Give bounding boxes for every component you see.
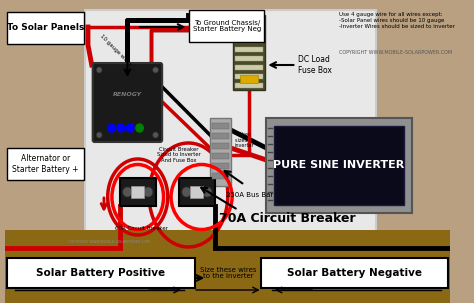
Text: PURE SINE INVERTER: PURE SINE INVERTER xyxy=(273,161,405,171)
Text: RENOGY: RENOGY xyxy=(113,92,142,98)
Bar xyxy=(190,186,203,198)
Bar xyxy=(212,143,229,149)
Circle shape xyxy=(182,187,191,197)
Bar xyxy=(212,123,229,129)
Circle shape xyxy=(153,132,158,138)
Text: 10 gauge wires: 10 gauge wires xyxy=(100,33,133,67)
Bar xyxy=(236,56,263,61)
Bar xyxy=(240,75,258,83)
Text: Size these wires
to the inverter: Size these wires to the inverter xyxy=(200,267,256,279)
Bar xyxy=(131,186,144,198)
Bar xyxy=(212,133,229,139)
FancyBboxPatch shape xyxy=(93,63,162,142)
Circle shape xyxy=(136,124,143,132)
Bar xyxy=(190,10,264,42)
Bar xyxy=(212,173,229,179)
Bar xyxy=(7,148,84,180)
Circle shape xyxy=(123,187,132,197)
Circle shape xyxy=(108,124,115,132)
Text: To Ground Chassis/
Starter Battery Neg: To Ground Chassis/ Starter Battery Neg xyxy=(193,19,261,32)
Bar xyxy=(266,118,412,213)
Bar xyxy=(120,178,155,206)
Text: COPYRIGHT WWW.MOBILE-SOLARPOWER.COM: COPYRIGHT WWW.MOBILE-SOLARPOWER.COM xyxy=(68,240,149,244)
Bar xyxy=(236,47,263,52)
Bar xyxy=(212,163,229,169)
Circle shape xyxy=(96,132,102,138)
Circle shape xyxy=(153,67,158,73)
Bar xyxy=(236,29,263,34)
Text: Use 4 gauge wire for all wires except:
-Solar Panel wires should be 10 gauge
-In: Use 4 gauge wire for all wires except: -… xyxy=(338,12,455,28)
Bar xyxy=(210,118,231,186)
Circle shape xyxy=(96,67,102,73)
Bar xyxy=(212,153,229,159)
Bar xyxy=(5,230,450,303)
Bar xyxy=(236,65,263,70)
Bar xyxy=(85,10,376,240)
Text: 60A Circuit Breaker: 60A Circuit Breaker xyxy=(115,225,168,231)
Bar xyxy=(179,178,215,206)
Bar xyxy=(7,258,195,288)
Text: Solar Battery Negative: Solar Battery Negative xyxy=(287,268,422,278)
Text: Alternator or
Starter Battery +: Alternator or Starter Battery + xyxy=(12,154,79,174)
Bar xyxy=(233,15,265,90)
Bar xyxy=(236,38,263,43)
Text: Wires
sized to
inverter: Wires sized to inverter xyxy=(235,132,255,148)
Text: To Solar Panels: To Solar Panels xyxy=(7,24,84,32)
Text: COPYRIGHT WWW.MOBILE-SOLARPOWER.COM: COPYRIGHT WWW.MOBILE-SOLARPOWER.COM xyxy=(338,50,452,55)
Text: Solar Battery Positive: Solar Battery Positive xyxy=(36,268,165,278)
Text: DC Load
Fuse Box: DC Load Fuse Box xyxy=(298,55,332,75)
Bar xyxy=(236,83,263,88)
Text: 250A Bus Bar: 250A Bus Bar xyxy=(226,192,273,198)
Text: Circuit Breaker
Sized to Inverter
And Fuse Box: Circuit Breaker Sized to Inverter And Fu… xyxy=(157,147,201,163)
Bar xyxy=(236,20,263,25)
Circle shape xyxy=(117,124,125,132)
Text: 70A Circuit Breaker: 70A Circuit Breaker xyxy=(219,211,356,225)
Bar xyxy=(236,74,263,79)
Bar xyxy=(261,258,448,288)
Circle shape xyxy=(143,187,153,197)
Bar xyxy=(274,126,404,205)
Circle shape xyxy=(202,187,212,197)
Bar xyxy=(7,12,84,44)
Circle shape xyxy=(127,124,134,132)
